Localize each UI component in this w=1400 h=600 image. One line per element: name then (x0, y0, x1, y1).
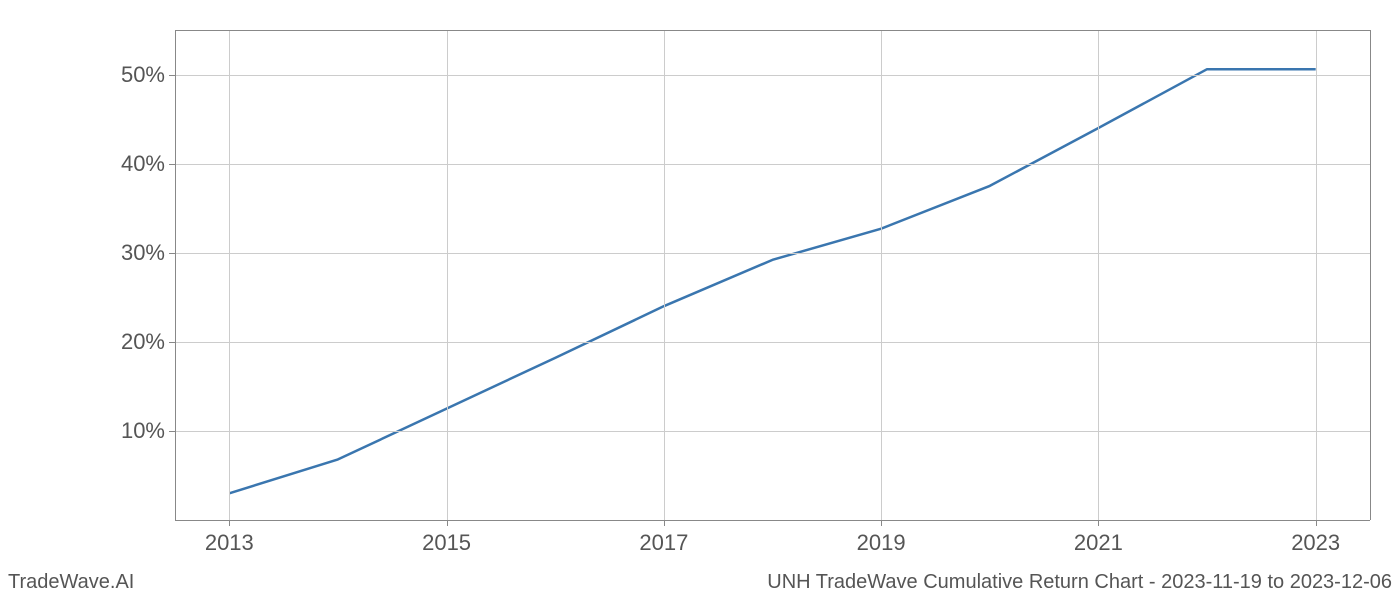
gridline-vertical (664, 30, 665, 520)
axis-spine-right (1370, 30, 1371, 520)
gridline-vertical (1316, 30, 1317, 520)
xtick-label: 2013 (205, 520, 254, 556)
ytick-label: 20% (121, 329, 175, 355)
line-series-cumulative-return (229, 69, 1315, 493)
gridline-horizontal (175, 253, 1370, 254)
ytick-label: 40% (121, 151, 175, 177)
ytick-label: 30% (121, 240, 175, 266)
axis-spine-left (175, 30, 176, 520)
gridline-vertical (1098, 30, 1099, 520)
gridline-horizontal (175, 164, 1370, 165)
gridline-horizontal (175, 431, 1370, 432)
gridline-vertical (229, 30, 230, 520)
xtick-label: 2015 (422, 520, 471, 556)
footer-attribution-left: TradeWave.AI (8, 571, 134, 594)
xtick-label: 2021 (1074, 520, 1123, 556)
gridline-horizontal (175, 75, 1370, 76)
plot-area: 10%20%30%40%50%201320152017201920212023 (175, 30, 1370, 520)
chart-container: 10%20%30%40%50%201320152017201920212023 … (0, 0, 1400, 600)
xtick-label: 2019 (857, 520, 906, 556)
gridline-vertical (447, 30, 448, 520)
xtick-label: 2017 (639, 520, 688, 556)
footer-caption-right: UNH TradeWave Cumulative Return Chart - … (767, 571, 1392, 594)
axis-spine-top (175, 30, 1370, 31)
xtick-label: 2023 (1291, 520, 1340, 556)
axis-spine-bottom (175, 520, 1370, 521)
line-series-svg (175, 30, 1370, 520)
gridline-vertical (881, 30, 882, 520)
gridline-horizontal (175, 342, 1370, 343)
ytick-label: 10% (121, 418, 175, 444)
ytick-label: 50% (121, 62, 175, 88)
